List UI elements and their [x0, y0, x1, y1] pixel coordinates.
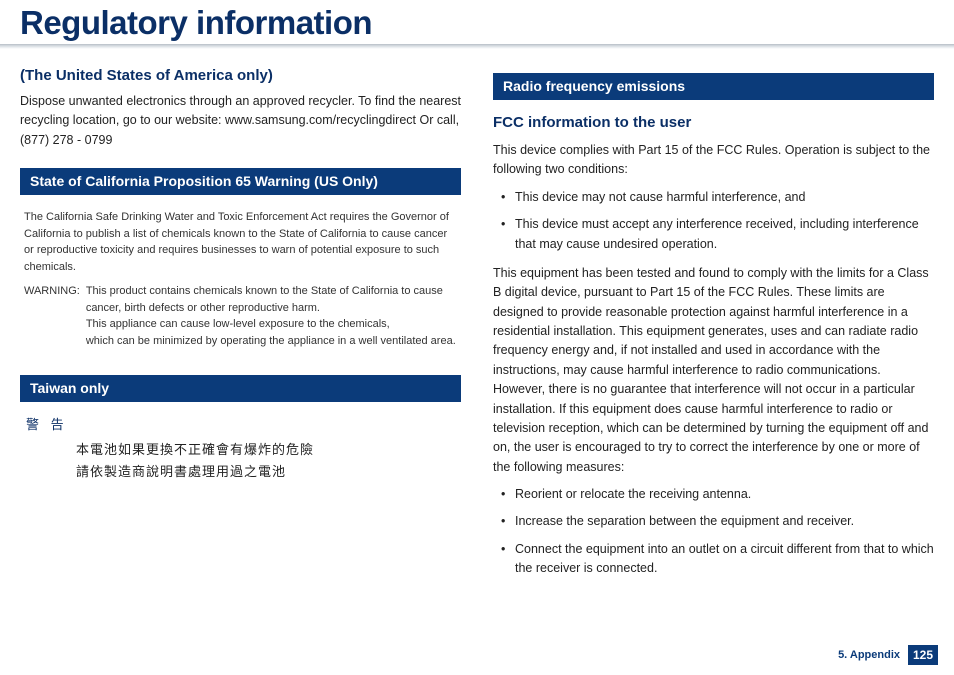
- taiwan-section-bar: Taiwan only: [20, 375, 461, 402]
- usa-body: Dispose unwanted electronics through an …: [20, 92, 461, 150]
- fcc-measures-list: Reorient or relocate the receiving anten…: [493, 485, 934, 579]
- page-header: Regulatory information: [0, 0, 954, 42]
- fcc-measure-2: Increase the separation between the equi…: [493, 512, 934, 531]
- footer-section-label: 5. Appendix: [838, 649, 900, 661]
- fcc-body: This equipment has been tested and found…: [493, 264, 934, 477]
- content-columns: (The United States of America only) Disp…: [0, 49, 954, 589]
- taiwan-line-1: 本電池如果更換不正確會有爆炸的危險: [76, 439, 461, 461]
- page-title: Regulatory information: [20, 4, 934, 42]
- taiwan-warning-lines: 本電池如果更換不正確會有爆炸的危險 請依製造商說明書處理用過之電池: [76, 439, 461, 483]
- taiwan-line-2: 請依製造商說明書處理用過之電池: [76, 461, 461, 483]
- rf-section-bar: Radio frequency emissions: [493, 73, 934, 100]
- fcc-condition-1: This device may not cause harmful interf…: [493, 188, 934, 207]
- page-number: 125: [908, 645, 938, 665]
- warning-label: WARNING:: [24, 283, 80, 349]
- fcc-condition-2: This device must accept any interference…: [493, 215, 934, 254]
- fcc-conditions-list: This device may not cause harmful interf…: [493, 188, 934, 254]
- fcc-subtitle: FCC information to the user: [493, 114, 934, 131]
- california-warning-box: The California Safe Drinking Water and T…: [20, 207, 461, 357]
- california-paragraph: The California Safe Drinking Water and T…: [24, 209, 457, 275]
- right-column: Radio frequency emissions FCC informatio…: [493, 67, 934, 589]
- california-warning-row: WARNING: This product contains chemicals…: [24, 283, 457, 349]
- taiwan-warning-label: 警 告: [26, 414, 461, 433]
- left-column: (The United States of America only) Disp…: [20, 67, 461, 589]
- usa-subtitle: (The United States of America only): [20, 67, 461, 84]
- fcc-measure-1: Reorient or relocate the receiving anten…: [493, 485, 934, 504]
- page-footer: 5. Appendix 125: [838, 645, 938, 665]
- warning-body: This product contains chemicals known to…: [86, 283, 457, 349]
- fcc-measure-3: Connect the equipment into an outlet on …: [493, 540, 934, 579]
- fcc-intro: This device complies with Part 15 of the…: [493, 141, 934, 180]
- california-section-bar: State of California Proposition 65 Warni…: [20, 168, 461, 195]
